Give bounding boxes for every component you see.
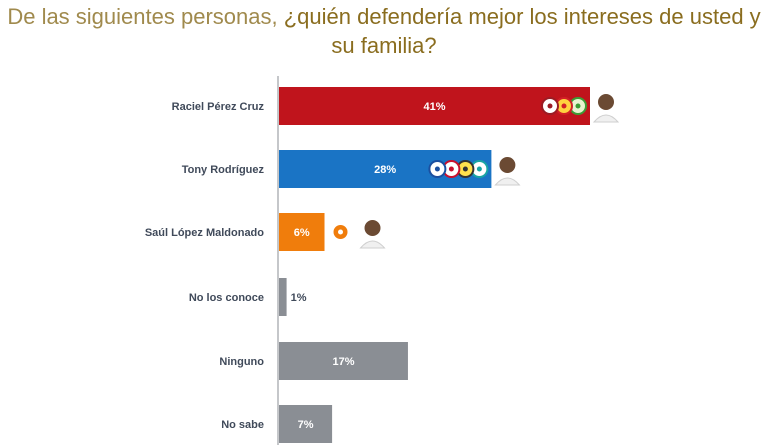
pan-logo-icon [428,160,447,178]
data-label: 17% [332,356,354,368]
title-lead: De las siguientes personas, [7,4,278,29]
bar [279,213,325,251]
data-label: 28% [374,164,396,176]
bars-group: Raciel Pérez Cruz 41% Tony Rodríguez 28% Saú… [145,87,620,443]
data-label: 1% [291,292,307,304]
morena-logo-icon [541,97,559,115]
bar [279,342,408,380]
bar [279,278,287,316]
candidate-photo-icon [494,157,521,186]
category-label: Ninguno [219,356,264,368]
movimiento-ciudadano-logo-icon [331,223,350,241]
category-label: Saúl López Maldonado [145,227,264,239]
bar [279,405,333,443]
data-label: 41% [423,101,445,113]
candidate-photo-icon [592,94,620,123]
data-label: 7% [298,419,314,431]
category-label: No los conoce [189,292,264,304]
category-label: No sabe [221,419,264,431]
data-label: 6% [294,227,310,239]
category-label: Tony Rodríguez [182,164,265,176]
category-label: Raciel Pérez Cruz [172,101,265,113]
title-question: ¿quién defendería mejor los intereses de… [283,4,761,58]
candidate-photo-icon [359,220,386,249]
chart-title: De las siguientes personas, ¿quién defen… [0,2,768,60]
bar [279,87,590,125]
